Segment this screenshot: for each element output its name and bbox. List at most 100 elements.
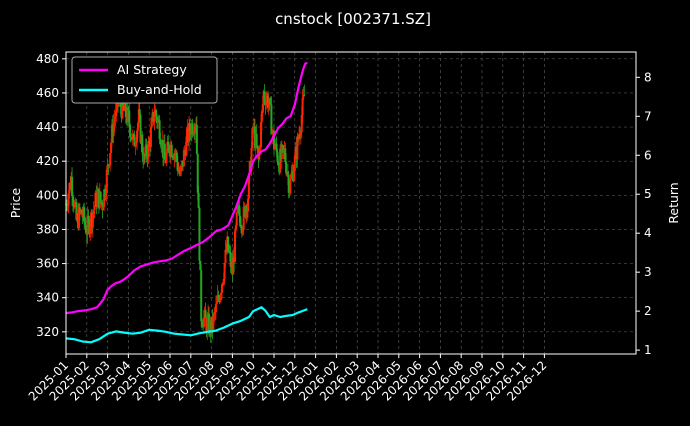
- candle-body: [228, 251, 231, 253]
- candle-body: [121, 96, 124, 118]
- candle-body: [290, 174, 293, 179]
- candle-body: [137, 109, 140, 123]
- candle-body: [158, 120, 161, 140]
- candle-body: [223, 263, 226, 279]
- candle-body: [300, 115, 303, 133]
- candle-body: [135, 142, 138, 145]
- candle-body: [204, 309, 207, 318]
- candle-body: [78, 207, 81, 213]
- candle-body: [104, 192, 107, 197]
- candle-body: [219, 295, 222, 302]
- candle-body: [100, 201, 103, 203]
- candle-body: [298, 134, 301, 140]
- candle-body: [84, 221, 87, 225]
- candle-body: [301, 97, 304, 116]
- candle-body: [110, 142, 113, 154]
- candle-body: [188, 123, 191, 143]
- y-tick-label-left: 340: [36, 291, 59, 305]
- candle-body: [206, 317, 209, 333]
- candle-body: [216, 295, 219, 302]
- y-tick-label-right: 4: [644, 226, 652, 240]
- candle-body: [168, 145, 171, 154]
- candle-body: [232, 257, 235, 275]
- candle-body: [165, 152, 168, 163]
- candle-body: [213, 312, 216, 315]
- series-line-ai-strategy: [65, 61, 308, 315]
- candle-body: [293, 155, 296, 172]
- legend-box: [71, 56, 218, 104]
- candle-body: [131, 134, 134, 140]
- y-axis-left-label: Price: [8, 187, 23, 218]
- candle-body: [271, 130, 274, 135]
- candle-body: [129, 124, 132, 137]
- y-tick-label-right: 1: [644, 343, 652, 357]
- candle-body: [145, 144, 148, 157]
- candle-body: [195, 124, 198, 154]
- candle-body: [240, 226, 243, 232]
- candle-body: [194, 125, 197, 134]
- candle-body: [103, 189, 106, 207]
- candle-body: [176, 162, 179, 172]
- candle-body: [241, 229, 244, 232]
- candle-body: [239, 215, 242, 227]
- candle-body: [221, 284, 223, 293]
- candle-body: [124, 101, 127, 117]
- y-tick-label-left: 440: [36, 120, 59, 134]
- y-tick-label-left: 480: [36, 52, 59, 66]
- candle-body: [138, 109, 141, 115]
- candle-body: [87, 215, 90, 219]
- candle-body: [73, 202, 76, 208]
- candle-body: [191, 123, 194, 134]
- candle-body: [198, 207, 201, 261]
- candle-body: [269, 98, 272, 105]
- candle-body: [109, 153, 112, 166]
- candle-body: [108, 165, 111, 167]
- candle-body: [92, 210, 95, 214]
- candle-body: [202, 317, 205, 328]
- candle-body: [93, 206, 96, 211]
- candle-body: [114, 116, 117, 120]
- candle-body: [170, 144, 173, 157]
- legend-label-buy-and-hold: Buy-and-Hold: [117, 82, 202, 97]
- series-line-buy-and-hold: [65, 306, 308, 344]
- candle-body: [261, 104, 264, 112]
- candle-body: [234, 230, 236, 262]
- y-tick-label-left: 360: [36, 257, 59, 271]
- y-axis-right-label: Return: [666, 182, 681, 223]
- y-tick-label-right: 2: [644, 304, 652, 318]
- candle-body: [240, 226, 243, 228]
- series-lines: [65, 61, 308, 344]
- y-tick-label-right: 5: [644, 187, 652, 201]
- candle-body: [179, 171, 182, 175]
- candle-body: [66, 205, 69, 207]
- candle-body: [159, 139, 162, 145]
- candle-body: [276, 151, 279, 162]
- candle-body: [71, 196, 74, 202]
- candle-body: [89, 227, 92, 234]
- candle-body: [236, 205, 239, 213]
- candle-body: [255, 133, 258, 146]
- candle-body: [141, 134, 144, 153]
- candle-body: [104, 189, 106, 197]
- candle-body: [259, 147, 262, 149]
- candle-body: [105, 169, 108, 193]
- candle-body: [280, 145, 283, 159]
- candle-body: [201, 321, 204, 326]
- candle-body: [96, 191, 99, 207]
- candle-body: [260, 122, 262, 148]
- y-tick-label-right: 6: [644, 148, 652, 162]
- candle-body: [222, 278, 225, 283]
- candle-body: [149, 126, 152, 148]
- candle-body: [196, 153, 199, 193]
- candle-body: [112, 122, 115, 137]
- candle-body: [78, 207, 80, 229]
- candle-body: [136, 122, 139, 131]
- candle-body: [180, 167, 183, 172]
- candle-body: [150, 118, 153, 127]
- candle-body: [303, 94, 306, 96]
- candle-body: [220, 292, 223, 296]
- candle-body: [106, 164, 109, 170]
- candle-body: [88, 218, 91, 234]
- candle-body: [80, 210, 83, 214]
